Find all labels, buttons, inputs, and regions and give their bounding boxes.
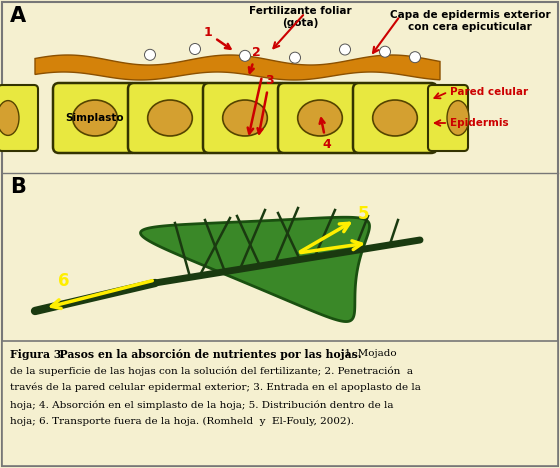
Text: Capa de epidermis exterior
con cera epicuticular: Capa de epidermis exterior con cera epic… (390, 10, 550, 32)
Text: 4: 4 (320, 118, 331, 151)
Text: Pasos en la absorción de nutrientes por las hojas.: Pasos en la absorción de nutrientes por … (52, 349, 362, 360)
Text: 2: 2 (249, 46, 261, 73)
Text: 1: 1 (203, 27, 230, 49)
Circle shape (339, 44, 351, 55)
Ellipse shape (373, 100, 417, 136)
Circle shape (189, 44, 200, 54)
Text: 6: 6 (58, 272, 69, 290)
Text: hoja; 6. Transporte fuera de la hoja. (Romheld  y  El-Fouly, 2002).: hoja; 6. Transporte fuera de la hoja. (R… (10, 417, 354, 426)
Text: B: B (10, 177, 26, 197)
FancyBboxPatch shape (428, 85, 468, 151)
Bar (2, 341, 558, 466)
Text: través de la pared celular epidermal exterior; 3. Entrada en el apoplasto de la: través de la pared celular epidermal ext… (10, 383, 421, 393)
Ellipse shape (0, 101, 19, 135)
Circle shape (290, 52, 301, 63)
Ellipse shape (148, 100, 192, 136)
Circle shape (240, 51, 250, 61)
Text: A: A (10, 6, 26, 26)
Text: de la superficie de las hojas con la solución del fertilizante; 2. Penetración  : de la superficie de las hojas con la sol… (10, 366, 413, 375)
Text: Pared celular: Pared celular (450, 87, 528, 97)
Text: 1. Mojado: 1. Mojado (338, 349, 396, 358)
Ellipse shape (298, 100, 342, 136)
FancyBboxPatch shape (203, 83, 287, 153)
Text: Fertilizante foliar
(gota): Fertilizante foliar (gota) (249, 6, 351, 28)
Polygon shape (35, 55, 440, 80)
Polygon shape (141, 217, 370, 322)
FancyBboxPatch shape (53, 83, 137, 153)
Circle shape (380, 46, 390, 57)
Ellipse shape (447, 101, 469, 135)
Text: Simplasto: Simplasto (66, 113, 124, 123)
Text: hoja; 4. Absorción en el simplasto de la hoja; 5. Distribución dentro de la: hoja; 4. Absorción en el simplasto de la… (10, 400, 394, 410)
Circle shape (144, 49, 156, 60)
Text: 3: 3 (258, 74, 274, 133)
Circle shape (409, 51, 421, 63)
Text: Epidermis: Epidermis (450, 118, 508, 128)
Text: Figura 3: Figura 3 (10, 349, 62, 360)
FancyBboxPatch shape (278, 83, 362, 153)
FancyBboxPatch shape (128, 83, 212, 153)
Ellipse shape (73, 100, 118, 136)
FancyBboxPatch shape (353, 83, 437, 153)
Ellipse shape (223, 100, 267, 136)
Text: 5: 5 (358, 205, 370, 223)
FancyBboxPatch shape (0, 85, 38, 151)
